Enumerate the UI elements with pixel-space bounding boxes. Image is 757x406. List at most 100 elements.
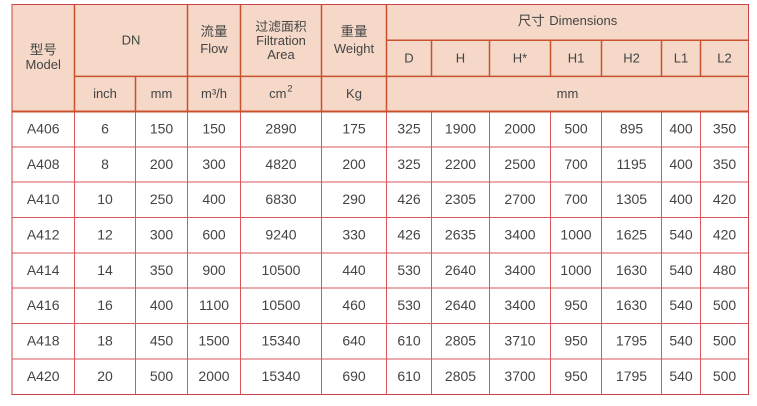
svg-text:500: 500 <box>564 121 588 137</box>
svg-text:2000: 2000 <box>198 368 229 384</box>
svg-text:250: 250 <box>150 191 174 207</box>
svg-text:640: 640 <box>342 333 366 349</box>
svg-text:900: 900 <box>202 262 226 278</box>
svg-text:A414: A414 <box>27 262 60 278</box>
svg-text:420: 420 <box>713 191 737 207</box>
svg-text:2805: 2805 <box>445 333 476 349</box>
svg-text:Model: Model <box>25 57 61 72</box>
svg-text:2700: 2700 <box>504 191 535 207</box>
svg-text:A408: A408 <box>27 156 60 172</box>
svg-text:A412: A412 <box>27 227 60 243</box>
svg-text:L2: L2 <box>717 51 731 66</box>
svg-text:10500: 10500 <box>262 297 301 313</box>
svg-text:540: 540 <box>669 227 693 243</box>
svg-text:15340: 15340 <box>262 368 301 384</box>
svg-text:400: 400 <box>150 297 174 313</box>
svg-text:3400: 3400 <box>504 227 535 243</box>
svg-text:300: 300 <box>202 156 226 172</box>
svg-text:400: 400 <box>669 121 693 137</box>
svg-text:500: 500 <box>713 333 737 349</box>
svg-text:540: 540 <box>669 333 693 349</box>
svg-text:450: 450 <box>150 333 174 349</box>
svg-text:950: 950 <box>564 297 588 313</box>
svg-text:600: 600 <box>202 227 226 243</box>
svg-text:290: 290 <box>342 191 366 207</box>
svg-text:Area: Area <box>267 47 295 62</box>
svg-text:15340: 15340 <box>262 333 301 349</box>
svg-text:1000: 1000 <box>560 227 591 243</box>
svg-text:540: 540 <box>669 297 693 313</box>
svg-text:mm: mm <box>557 86 579 101</box>
svg-text:H*: H* <box>513 51 527 66</box>
svg-text:8: 8 <box>101 156 109 172</box>
svg-text:H: H <box>456 51 465 66</box>
svg-text:12: 12 <box>97 227 113 243</box>
svg-text:3710: 3710 <box>504 333 535 349</box>
svg-text:2640: 2640 <box>445 262 476 278</box>
svg-text:530: 530 <box>397 262 421 278</box>
svg-text:9240: 9240 <box>265 227 296 243</box>
svg-text:700: 700 <box>564 156 588 172</box>
svg-text:cm: cm <box>269 86 286 101</box>
svg-text:1625: 1625 <box>616 227 647 243</box>
svg-text:325: 325 <box>397 156 421 172</box>
svg-text:6830: 6830 <box>265 191 296 207</box>
svg-text:150: 150 <box>150 121 174 137</box>
svg-text:18: 18 <box>97 333 113 349</box>
svg-text:Dimensions: Dimensions <box>549 13 617 28</box>
svg-text:200: 200 <box>150 156 174 172</box>
svg-text:426: 426 <box>397 227 421 243</box>
svg-text:1795: 1795 <box>616 333 647 349</box>
svg-text:A418: A418 <box>27 333 60 349</box>
svg-text:m³/h: m³/h <box>201 86 227 101</box>
svg-text:540: 540 <box>669 368 693 384</box>
svg-text:2890: 2890 <box>265 121 296 137</box>
svg-text:350: 350 <box>150 262 174 278</box>
svg-text:mm: mm <box>151 86 173 101</box>
svg-text:Filtration: Filtration <box>256 33 306 48</box>
svg-text:426: 426 <box>397 191 421 207</box>
svg-text:A420: A420 <box>27 368 60 384</box>
svg-text:895: 895 <box>620 121 644 137</box>
svg-text:610: 610 <box>397 333 421 349</box>
svg-text:D: D <box>404 51 413 66</box>
svg-text:950: 950 <box>564 368 588 384</box>
svg-text:10: 10 <box>97 191 113 207</box>
svg-text:2635: 2635 <box>445 227 476 243</box>
svg-text:400: 400 <box>669 156 693 172</box>
svg-text:14: 14 <box>97 262 113 278</box>
svg-text:610: 610 <box>397 368 421 384</box>
svg-text:350: 350 <box>713 121 737 137</box>
svg-text:330: 330 <box>342 227 366 243</box>
svg-text:4820: 4820 <box>265 156 296 172</box>
svg-text:480: 480 <box>713 262 737 278</box>
svg-text:2500: 2500 <box>504 156 535 172</box>
svg-text:16: 16 <box>97 297 113 313</box>
svg-text:2000: 2000 <box>504 121 535 137</box>
svg-text:A410: A410 <box>27 191 60 207</box>
svg-text:1195: 1195 <box>616 156 646 172</box>
svg-text:440: 440 <box>342 262 366 278</box>
svg-text:Flow: Flow <box>200 41 228 56</box>
svg-text:A406: A406 <box>27 121 60 137</box>
svg-text:1100: 1100 <box>199 297 229 313</box>
svg-text:500: 500 <box>150 368 174 384</box>
svg-text:530: 530 <box>397 297 421 313</box>
svg-text:2305: 2305 <box>445 191 476 207</box>
svg-text:700: 700 <box>564 191 588 207</box>
svg-text:3700: 3700 <box>504 368 535 384</box>
svg-text:400: 400 <box>202 191 226 207</box>
svg-text:2640: 2640 <box>445 297 476 313</box>
svg-text:A416: A416 <box>27 297 60 313</box>
svg-text:2200: 2200 <box>445 156 476 172</box>
svg-text:540: 540 <box>669 262 693 278</box>
svg-text:H1: H1 <box>568 51 585 66</box>
svg-text:3400: 3400 <box>504 297 535 313</box>
svg-text:200: 200 <box>342 156 366 172</box>
svg-text:150: 150 <box>202 121 226 137</box>
svg-text:300: 300 <box>150 227 174 243</box>
svg-text:690: 690 <box>342 368 366 384</box>
svg-text:325: 325 <box>397 121 421 137</box>
svg-text:1305: 1305 <box>616 191 647 207</box>
svg-text:420: 420 <box>713 227 737 243</box>
